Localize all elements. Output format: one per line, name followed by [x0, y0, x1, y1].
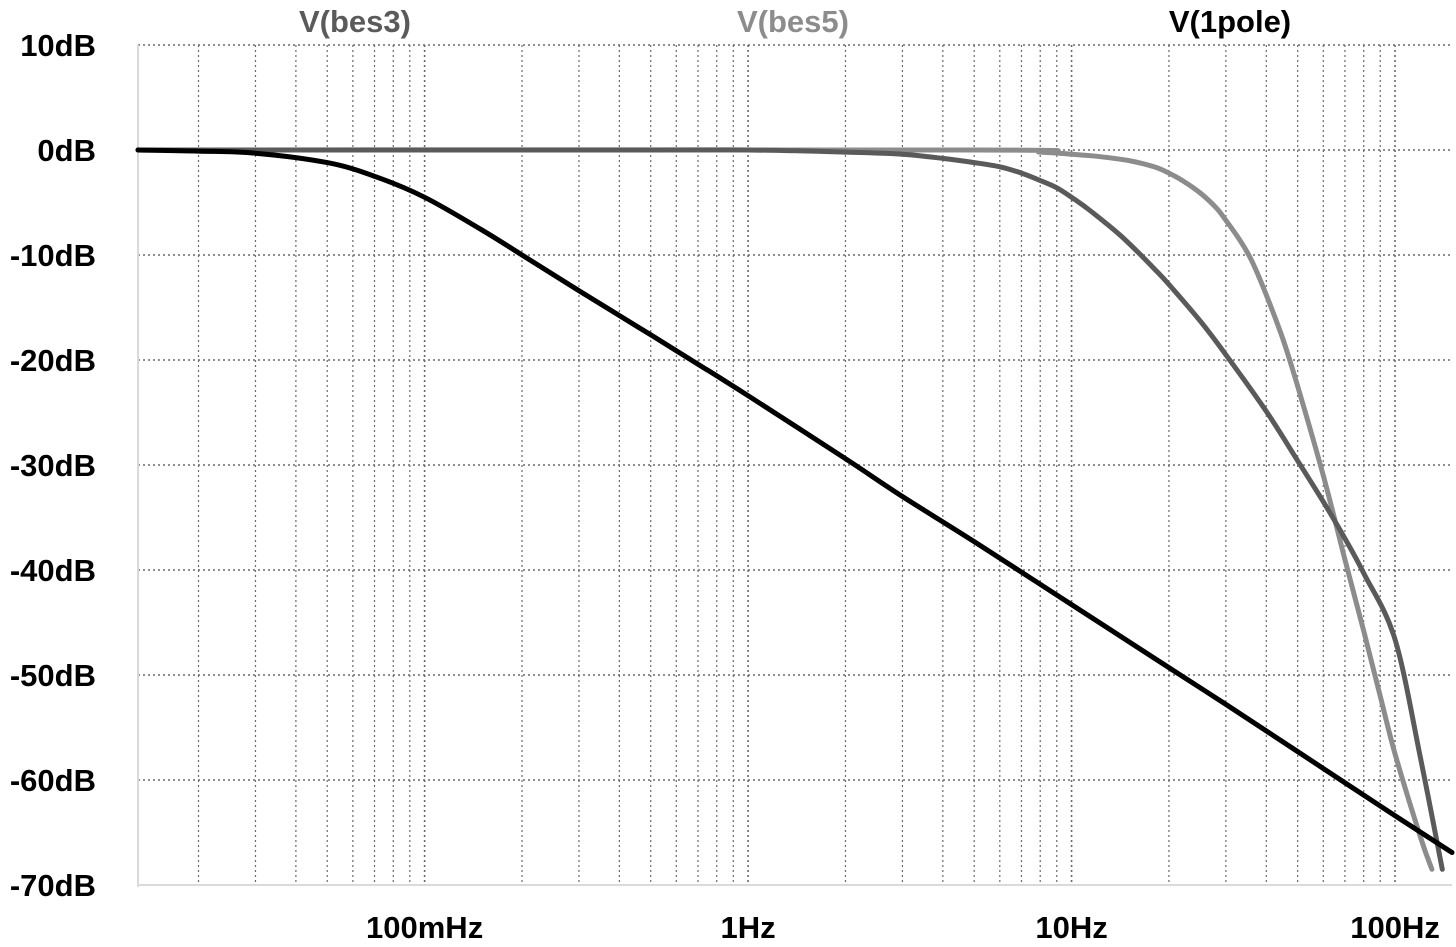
x-tick-label: 100mHz — [366, 910, 483, 945]
y-tick-label: 10dB — [20, 28, 96, 63]
y-tick-label: -50dB — [10, 658, 96, 693]
legend-label-v-1pole: V(1pole) — [1169, 4, 1291, 39]
legend: V(bes3) V(bes5) V(1pole) — [299, 4, 1291, 39]
y-tick-label: -70dB — [10, 868, 96, 903]
y-tick-label: -30dB — [10, 448, 96, 483]
x-tick-label: 1Hz — [721, 910, 776, 945]
series-lines — [135, 147, 1455, 872]
y-tick-label: -20dB — [10, 343, 96, 378]
legend-label-v-bes3: V(bes3) — [299, 4, 411, 39]
series-line-v-1pole — [135, 147, 1455, 855]
series-line-v-bes3 — [135, 147, 1445, 872]
x-tick-label: 100Hz — [1350, 910, 1440, 945]
y-axis-tick-labels: 10dB 0dB -10dB -20dB -30dB -40dB -50dB -60dB -70… — [10, 28, 96, 903]
x-tick-label: 10Hz — [1035, 910, 1107, 945]
legend-label-v-bes5: V(bes5) — [737, 4, 849, 39]
x-axis-tick-labels: 100mHz 1Hz 10Hz 100Hz — [366, 910, 1440, 945]
y-tick-label: -10dB — [10, 238, 96, 273]
y-tick-label: -40dB — [10, 553, 96, 588]
grid — [137, 44, 1452, 887]
series-line-v-bes5 — [135, 147, 1435, 872]
y-tick-label: -60dB — [10, 763, 96, 798]
y-tick-label: 0dB — [37, 133, 96, 168]
